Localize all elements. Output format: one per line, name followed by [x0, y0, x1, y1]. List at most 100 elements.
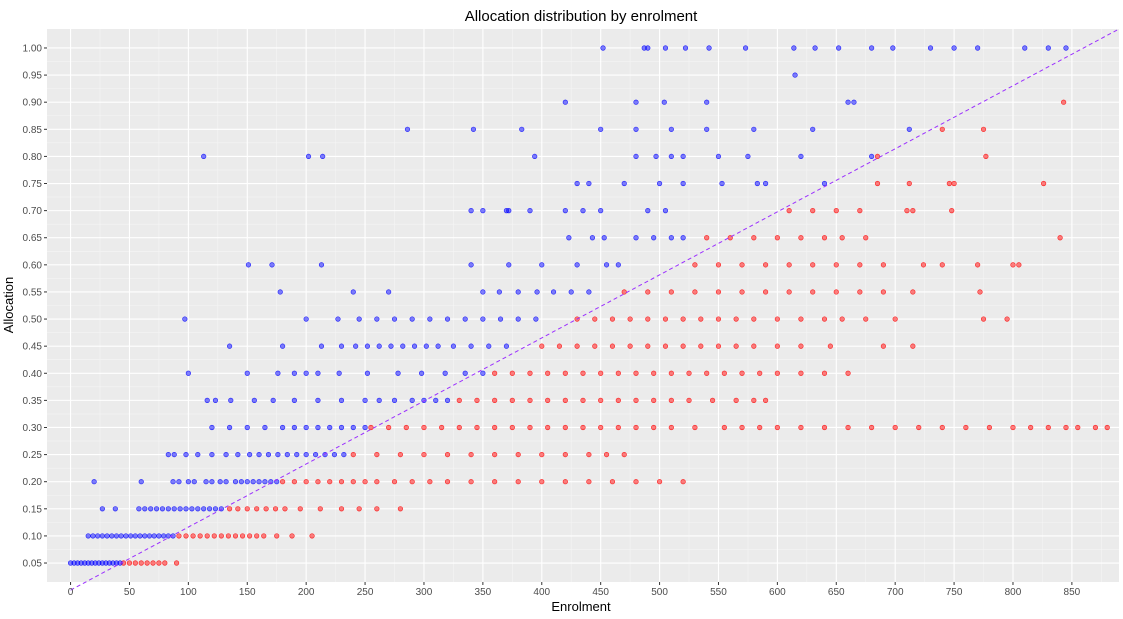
data-point: [980, 316, 987, 322]
data-point: [468, 343, 474, 349]
data-point: [262, 479, 268, 485]
data-point: [99, 506, 105, 512]
data-point: [733, 397, 739, 403]
data-point: [880, 343, 886, 349]
data-point: [156, 560, 162, 566]
data-point: [715, 289, 722, 295]
data-point: [651, 397, 657, 403]
data-point: [668, 289, 674, 295]
data-point: [263, 506, 269, 512]
data-point: [680, 153, 686, 160]
data-point: [586, 451, 592, 458]
data-point: [821, 424, 828, 431]
data-point: [374, 479, 380, 485]
y-tick-label: 0.70: [23, 206, 43, 217]
data-point: [786, 208, 792, 214]
data-point: [733, 316, 739, 322]
data-point: [217, 479, 223, 485]
blue-points: [67, 45, 1069, 566]
data-point: [592, 316, 598, 322]
data-point: [721, 370, 727, 376]
data-point: [668, 424, 674, 431]
data-point: [739, 424, 745, 431]
data-point: [812, 45, 818, 51]
data-point: [468, 451, 474, 458]
data-point: [376, 397, 382, 403]
data-point: [254, 533, 260, 539]
data-point: [142, 506, 148, 512]
data-point: [291, 370, 297, 376]
data-point: [204, 397, 210, 403]
data-point: [318, 262, 325, 268]
data-point: [863, 316, 869, 322]
data-point: [244, 370, 250, 376]
y-tick-label: 0.05: [23, 559, 43, 570]
data-point: [983, 153, 989, 160]
data-point: [162, 560, 168, 566]
data-point: [680, 180, 686, 187]
data-point: [95, 533, 101, 539]
data-point: [90, 533, 96, 539]
data-point: [680, 235, 686, 241]
data-point: [821, 235, 828, 241]
data-point: [126, 560, 133, 566]
data-point: [751, 126, 757, 132]
data-point: [497, 316, 504, 322]
data-point: [289, 533, 295, 539]
data-point: [598, 126, 604, 132]
data-point: [391, 479, 398, 485]
data-point: [715, 343, 722, 349]
data-point: [857, 262, 863, 268]
data-point: [262, 424, 268, 431]
data-point: [492, 397, 498, 403]
data-point: [762, 180, 769, 187]
data-point: [527, 424, 533, 431]
data-point: [338, 479, 345, 485]
data-point: [627, 316, 633, 322]
data-point: [574, 262, 580, 268]
data-point: [270, 397, 276, 403]
data-point: [1063, 45, 1069, 51]
data-point: [282, 506, 288, 512]
data-point: [138, 479, 144, 485]
data-point: [839, 316, 845, 322]
data-point: [633, 424, 639, 431]
data-point: [374, 506, 380, 512]
data-point: [128, 533, 134, 539]
data-point: [171, 506, 177, 512]
data-point: [751, 316, 757, 322]
data-point: [656, 180, 663, 187]
data-point: [1104, 424, 1110, 431]
reference-diagonal-line: [70, 28, 1120, 591]
data-point: [798, 316, 804, 322]
data-point: [247, 451, 253, 458]
data-point: [492, 451, 498, 458]
data-point: [598, 208, 604, 214]
data-point: [603, 262, 610, 268]
data-point: [709, 397, 716, 403]
data-point: [165, 506, 171, 512]
data-point: [539, 479, 545, 485]
data-point: [170, 479, 176, 485]
data-point: [474, 424, 480, 431]
data-point: [433, 397, 439, 403]
y-tick-label: 0.55: [23, 287, 43, 298]
data-point: [698, 316, 704, 322]
data-point: [226, 506, 233, 512]
data-point: [456, 397, 462, 403]
data-point: [1045, 424, 1051, 431]
data-point: [810, 289, 816, 295]
data-point: [291, 424, 297, 431]
data-point: [185, 479, 191, 485]
data-point: [228, 397, 234, 403]
data-point: [863, 235, 869, 241]
data-point: [633, 370, 639, 376]
data-point: [562, 208, 568, 214]
data-point: [949, 208, 955, 214]
data-point: [112, 506, 118, 512]
data-point: [456, 424, 462, 431]
data-point: [562, 479, 568, 485]
x-tick-label: 450: [592, 587, 609, 598]
data-point: [661, 99, 667, 105]
